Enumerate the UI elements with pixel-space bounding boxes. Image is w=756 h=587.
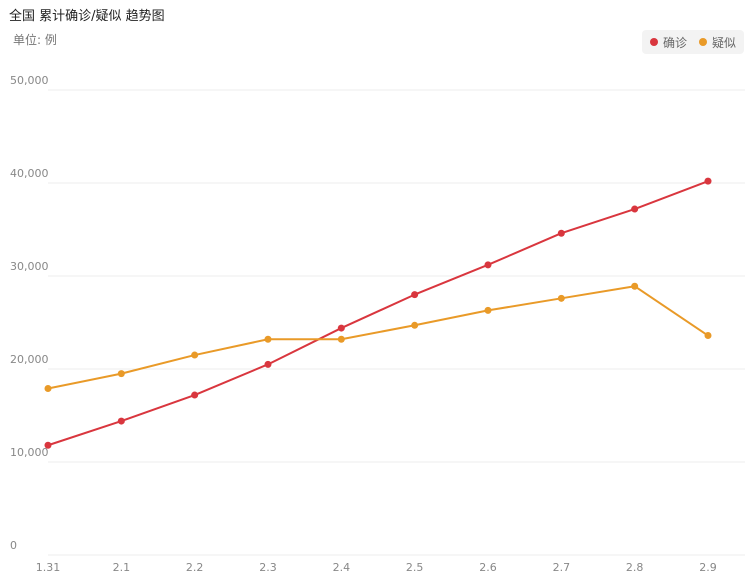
legend-dot-confirmed-icon: [649, 38, 658, 46]
legend-label-confirmed: 确诊: [662, 35, 687, 50]
data-point-suspected: [411, 321, 419, 329]
data-point-suspected: [337, 335, 345, 343]
x-tick-label: 2.4: [333, 561, 351, 574]
chart-title: 全国 累计确诊/疑似 趋势图: [9, 9, 165, 24]
data-point-suspected: [484, 306, 492, 314]
legend-item-suspected[interactable]: 疑似: [698, 34, 736, 51]
legend-label-suspected: 疑似: [711, 35, 736, 50]
x-tick-label: 2.2: [186, 561, 204, 574]
legend-item-confirmed[interactable]: 确诊: [649, 34, 687, 51]
x-tick-label: 1.31: [36, 561, 61, 574]
data-point-confirmed: [557, 229, 565, 237]
unit-label: 单位: 例: [13, 33, 57, 47]
y-tick-label: 50,000: [10, 74, 49, 87]
data-point-suspected: [191, 351, 199, 359]
data-point-confirmed: [264, 360, 272, 368]
x-tick-label: 2.9: [699, 561, 717, 574]
data-point-confirmed: [631, 205, 639, 213]
y-tick-label: 20,000: [10, 353, 49, 366]
x-tick-label: 2.6: [479, 561, 497, 574]
x-tick-label: 2.7: [553, 561, 571, 574]
data-point-suspected: [557, 294, 565, 302]
data-point-confirmed: [44, 441, 52, 449]
y-tick-label: 10,000: [10, 446, 49, 459]
x-tick-label: 2.5: [406, 561, 424, 574]
x-tick-label: 2.8: [626, 561, 644, 574]
data-point-confirmed: [704, 177, 712, 185]
data-point-confirmed: [337, 324, 345, 332]
y-tick-label: 40,000: [10, 167, 49, 180]
x-tick-label: 2.1: [113, 561, 131, 574]
series-line-suspected: [47, 285, 709, 390]
series-line-confirmed: [47, 180, 709, 447]
y-tick-label: 30,000: [10, 260, 49, 273]
data-point-confirmed: [191, 391, 199, 399]
x-tick-label: 2.3: [259, 561, 277, 574]
legend-dot-suspected-icon: [698, 38, 707, 46]
y-tick-label: 0: [10, 539, 17, 552]
legend: 确诊 疑似: [641, 30, 744, 54]
data-point-confirmed: [117, 417, 125, 425]
data-point-suspected: [264, 335, 272, 343]
data-point-confirmed: [411, 291, 419, 299]
data-point-suspected: [704, 332, 712, 340]
data-point-suspected: [44, 385, 52, 393]
data-point-suspected: [631, 282, 639, 290]
data-point-suspected: [117, 370, 125, 378]
data-point-confirmed: [484, 261, 492, 269]
